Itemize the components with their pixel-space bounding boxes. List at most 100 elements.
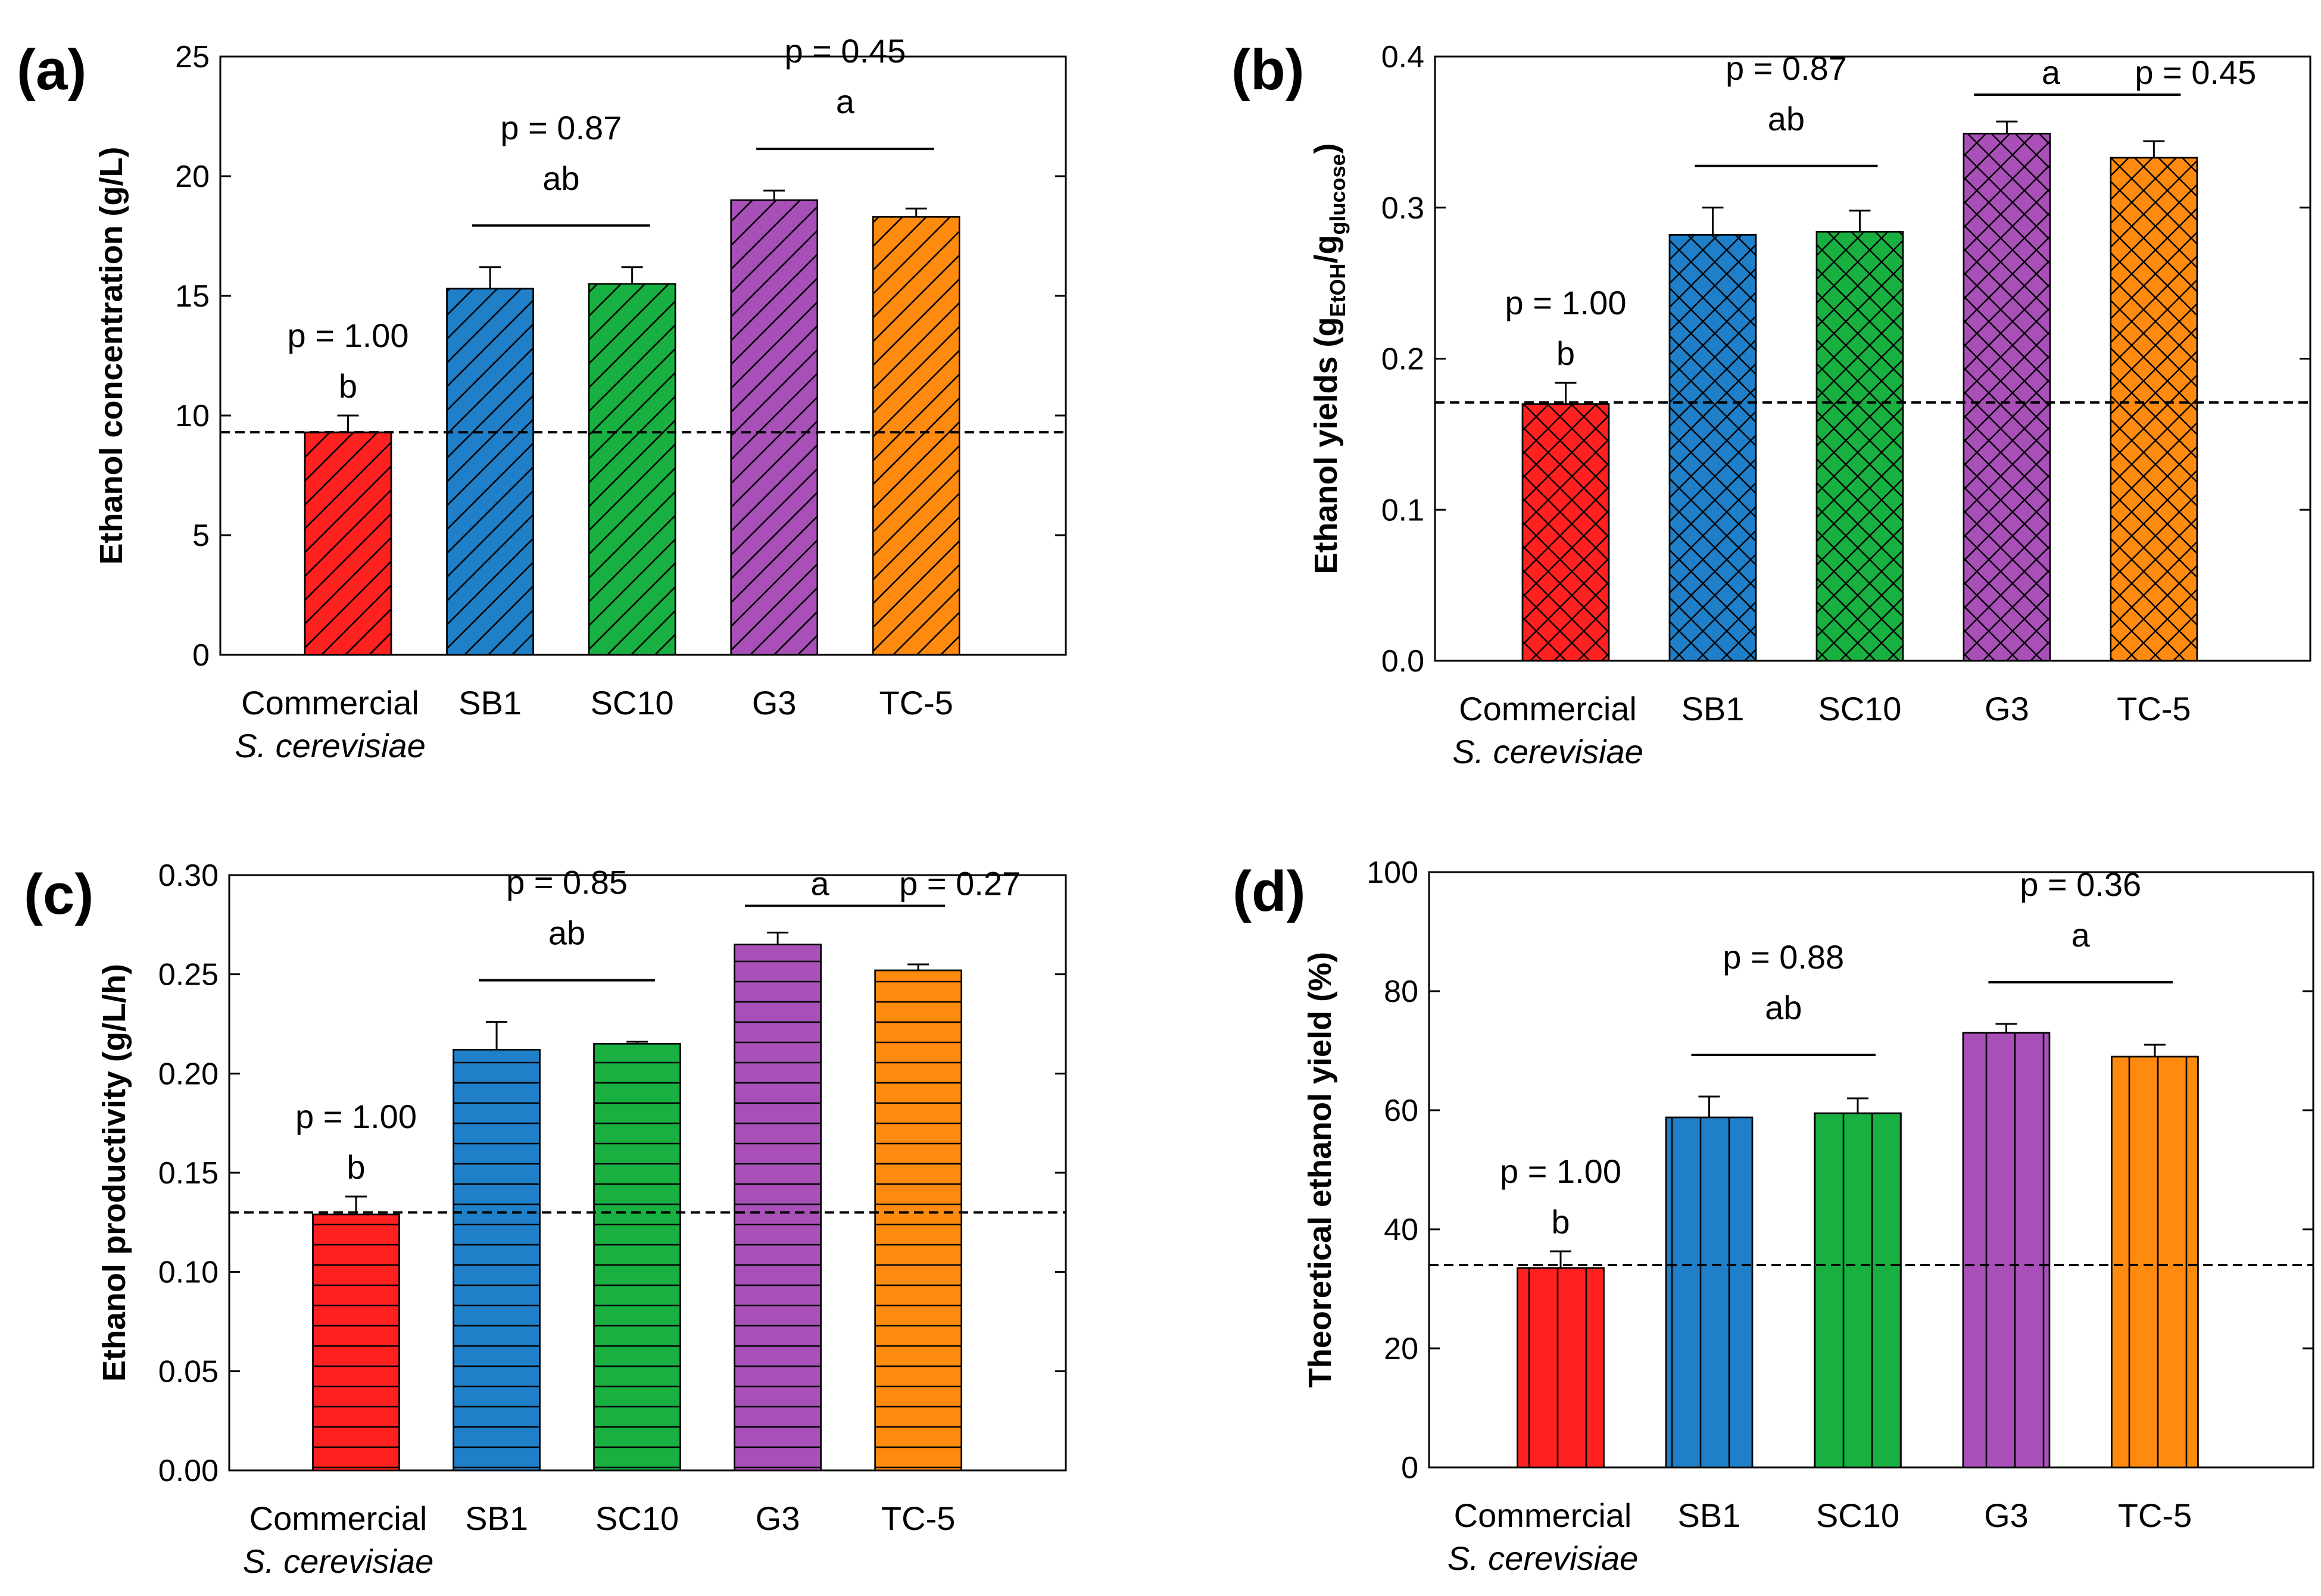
y-axis-label: Ethanol concentration (g/L)	[93, 147, 129, 565]
bar-hatch	[2111, 1055, 2199, 1469]
group-letter: ab	[542, 160, 579, 197]
y-tick-label: 0.00	[158, 1454, 219, 1488]
x-tick-label: SC10	[1818, 690, 1901, 727]
bar-hatch	[446, 288, 534, 656]
p-value-label: p = 0.45	[784, 32, 906, 70]
panel-label: (d)	[1233, 860, 1306, 923]
group-letter: a	[2042, 54, 2061, 91]
y-tick-label: 0	[192, 638, 210, 673]
x-tick-sublabel: S. cerevisiae	[235, 727, 426, 764]
x-tick-label: TC-5	[881, 1500, 955, 1537]
panel-label: (c)	[24, 863, 93, 926]
y-tick-label: 0.3	[1381, 191, 1424, 226]
y-tick-label: 0	[1401, 1451, 1418, 1485]
bar-hatch	[730, 199, 818, 656]
panel-label: (b)	[1231, 38, 1305, 102]
x-tick-label: G3	[1985, 690, 2029, 727]
chart-panel-4: (d) 0 20 40 60 80 100 Theoretical ethanol yield…	[1233, 855, 2314, 1577]
p-value-label: p = 0.88	[1723, 938, 1844, 976]
y-tick-label: 80	[1384, 975, 1418, 1009]
x-tick-label: G3	[752, 684, 797, 722]
group-letter: a	[810, 865, 829, 902]
y-tick-label: 20	[1384, 1332, 1418, 1366]
y-tick-label: 20	[175, 160, 210, 194]
group-letter: b	[339, 367, 357, 405]
x-tick-label: TC-5	[2117, 690, 2191, 727]
x-tick-label: G3	[756, 1500, 800, 1537]
y-axis-label: Ethanol productivity (g/L/h)	[96, 964, 132, 1382]
x-tick-label: SB1	[1678, 1497, 1741, 1534]
x-tick-label: SB1	[1682, 690, 1745, 727]
y-tick-label: 0.30	[158, 858, 219, 893]
y-tick-label: 0.10	[158, 1255, 219, 1290]
bar-hatch	[874, 969, 962, 1472]
p-value-label: p = 0.36	[2020, 866, 2141, 903]
bar-hatch	[1668, 234, 1757, 662]
y-tick-label: 0.25	[158, 958, 219, 992]
y-axis-label: Ethanol yields (gEtOH/gglucose)	[1308, 143, 1350, 574]
x-tick-label: SB1	[465, 1500, 528, 1537]
bar-hatch	[872, 216, 960, 656]
x-tick-sublabel: S. cerevisiae	[1452, 733, 1643, 770]
x-tick-label: TC-5	[879, 684, 953, 722]
x-tick-label: SC10	[1816, 1497, 1899, 1534]
y-tick-label: 100	[1367, 855, 1418, 890]
x-tick-label: Commercial	[1459, 690, 1637, 727]
p-value-label: p = 0.87	[500, 109, 622, 146]
y-axis-label: Theoretical ethanol yield (%)	[1302, 952, 1338, 1388]
bar-hatch	[312, 1213, 400, 1472]
y-tick-label: 40	[1384, 1213, 1418, 1247]
group-letter: b	[1551, 1203, 1570, 1241]
y-tick-label: 25	[175, 40, 210, 74]
y-tick-label: 0.1	[1381, 493, 1424, 527]
bar-hatch	[1962, 1032, 2051, 1469]
p-value-label: p = 1.00	[288, 317, 409, 354]
group-letter: ab	[548, 914, 585, 952]
y-tick-label: 0.05	[158, 1354, 219, 1389]
bar-hatch	[1521, 403, 1610, 662]
y-tick-label: 5	[192, 519, 210, 553]
y-tick-label: 0.0	[1381, 644, 1424, 679]
bar-hatch	[453, 1049, 541, 1472]
y-tick-label: 0.2	[1381, 342, 1424, 377]
y-tick-label: 15	[175, 279, 210, 314]
p-value-label: p = 1.00	[295, 1098, 417, 1135]
y-tick-label: 10	[175, 399, 210, 433]
p-value-label: p = 0.27	[899, 865, 1021, 902]
x-tick-label: SC10	[591, 684, 674, 722]
x-tick-label: Commercial	[241, 684, 419, 722]
p-value-label: p = 0.85	[506, 864, 628, 901]
x-tick-label: G3	[1984, 1497, 2029, 1534]
x-tick-sublabel: S. cerevisiae	[243, 1542, 434, 1580]
y-tick-label: 0.4	[1381, 40, 1424, 74]
bar-hatch	[1963, 133, 2051, 662]
p-value-label: p = 0.87	[1726, 49, 1847, 87]
bar-hatch	[1517, 1267, 1605, 1469]
p-value-label: p = 1.00	[1500, 1153, 1621, 1190]
bar-hatch	[734, 944, 822, 1472]
y-tick-label: 60	[1384, 1094, 1418, 1128]
x-tick-label: SC10	[595, 1500, 679, 1537]
p-value-label: p = 0.45	[2135, 54, 2256, 91]
group-letter: b	[347, 1148, 365, 1186]
bar-hatch	[304, 431, 392, 656]
bar-hatch	[2110, 157, 2198, 662]
group-letter: b	[1556, 335, 1575, 372]
bar-hatch	[593, 1043, 681, 1472]
group-letter: ab	[1768, 100, 1805, 138]
bar-hatch	[1815, 231, 1904, 662]
x-tick-sublabel: S. cerevisiae	[1447, 1539, 1639, 1577]
bar-hatch	[1814, 1112, 1902, 1469]
bar-hatch	[1665, 1116, 1754, 1469]
bar-hatch	[588, 283, 676, 656]
panel-label: (a)	[17, 38, 86, 102]
group-letter: a	[836, 83, 855, 120]
x-tick-label: Commercial	[1454, 1497, 1632, 1534]
x-tick-label: SB1	[458, 684, 522, 722]
y-tick-label: 0.15	[158, 1156, 219, 1191]
group-letter: a	[2072, 916, 2091, 954]
x-tick-label: Commercial	[249, 1500, 428, 1537]
group-letter: ab	[1765, 989, 1802, 1026]
p-value-label: p = 1.00	[1505, 284, 1627, 321]
